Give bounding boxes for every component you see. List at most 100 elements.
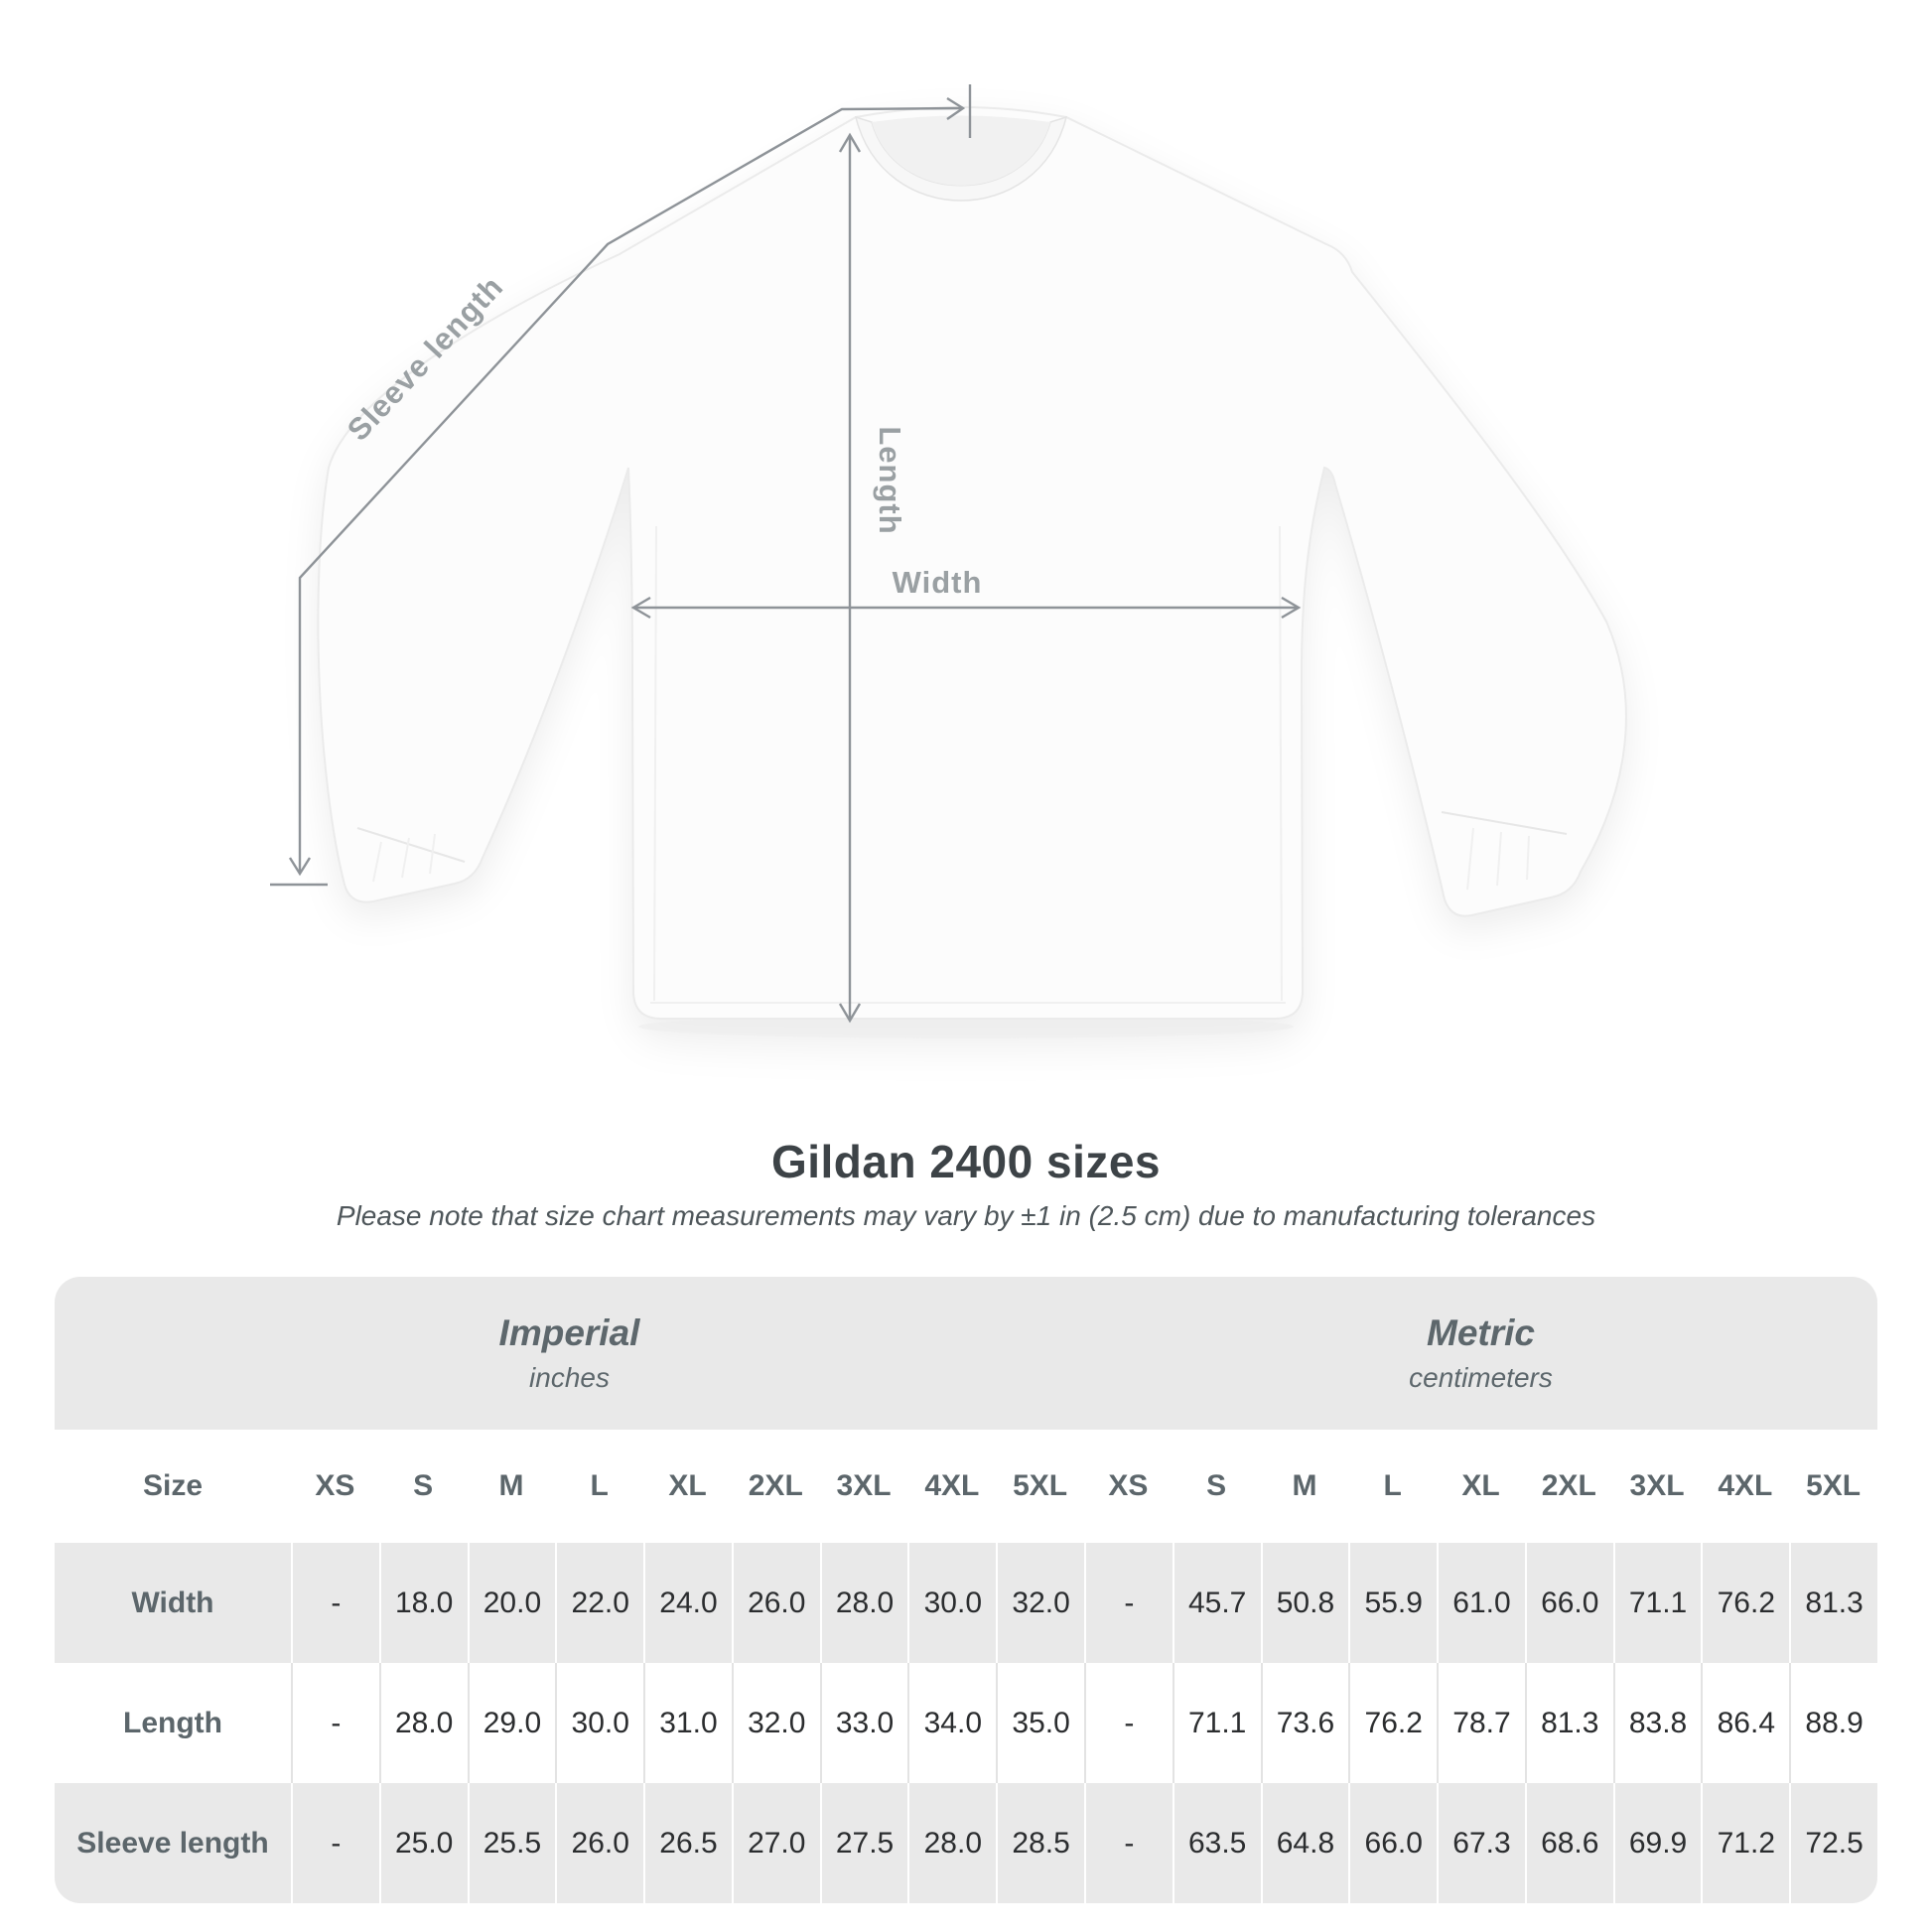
length-imperial-xl: 31.0 (643, 1663, 732, 1783)
width-metric-m: 50.8 (1260, 1543, 1349, 1663)
sleeve-imperial-xs: - (291, 1783, 379, 1903)
sleeve-imperial-4xl: 28.0 (907, 1783, 996, 1903)
length-metric-3xl: 83.8 (1612, 1663, 1702, 1783)
metric-label: Metric (1427, 1312, 1535, 1353)
width-metric-5xl: 81.3 (1789, 1543, 1877, 1663)
side-seam-right (1279, 525, 1283, 1002)
metric-sublabel: centimeters (1409, 1362, 1553, 1393)
shirt-body (317, 106, 1627, 1020)
sleeve-metric-3xl: 69.9 (1612, 1783, 1702, 1903)
cuff-seam-right (1441, 811, 1568, 835)
sleeve-metric-2xl: 68.6 (1524, 1783, 1613, 1903)
size-header-imperial-xl: XL (668, 1469, 707, 1502)
width-metric-l: 55.9 (1348, 1543, 1437, 1663)
length-imperial-l: 30.0 (555, 1663, 643, 1783)
length-metric-xl: 78.7 (1437, 1663, 1525, 1783)
length-imperial-xs: - (291, 1663, 379, 1783)
sleeve-imperial-3xl: 27.5 (819, 1783, 908, 1903)
row-label-sleeve-length: Sleeve length (76, 1826, 269, 1860)
sleeve-metric-m: 64.8 (1260, 1783, 1349, 1903)
unit-header-band: Imperial inches Metric centimeters (55, 1277, 1877, 1430)
unit-group-metric: Metric centimeters (1084, 1277, 1877, 1430)
sleeve-metric-4xl: 71.2 (1701, 1783, 1789, 1903)
width-metric-4xl: 76.2 (1701, 1543, 1789, 1663)
width-imperial-xl: 24.0 (643, 1543, 732, 1663)
length-metric-m: 73.6 (1260, 1663, 1349, 1783)
length-imperial-4xl: 34.0 (907, 1663, 996, 1783)
size-header-imperial-l: L (590, 1469, 609, 1502)
width-metric-xs: - (1084, 1543, 1173, 1663)
table-row-length: Length - 28.0 29.0 30.0 31.0 32.0 33.0 3… (55, 1663, 1877, 1783)
width-imperial-xs: - (291, 1543, 379, 1663)
cuff-gathers-left (372, 833, 436, 883)
size-header-metric-xs: XS (1108, 1469, 1149, 1502)
shirt-shadow (638, 1015, 1294, 1038)
length-imperial-5xl: 35.0 (996, 1663, 1084, 1783)
sleeve-imperial-5xl: 28.5 (996, 1783, 1084, 1903)
length-metric-s: 71.1 (1172, 1663, 1261, 1783)
length-metric-2xl: 81.3 (1524, 1663, 1613, 1783)
length-metric-4xl: 86.4 (1701, 1663, 1789, 1783)
length-imperial-3xl: 33.0 (819, 1663, 908, 1783)
neck-opening (872, 115, 1050, 186)
width-metric-s: 45.7 (1172, 1543, 1261, 1663)
width-imperial-2xl: 26.0 (731, 1543, 820, 1663)
size-header-metric-m: M (1292, 1469, 1317, 1502)
cuff-gathers-right (1466, 827, 1530, 891)
width-arrowhead-right (1281, 596, 1302, 620)
size-header-metric-3xl: 3XL (1629, 1469, 1685, 1502)
sleeve-length-arrowhead-down (288, 857, 312, 877)
size-table: Imperial inches Metric centimeters Size … (55, 1277, 1877, 1903)
width-metric-3xl: 71.1 (1612, 1543, 1702, 1663)
side-seam-left (653, 525, 657, 1002)
sleeve-metric-s: 63.5 (1172, 1783, 1261, 1903)
width-arrowhead-left (630, 596, 651, 620)
sleeve-metric-xl: 67.3 (1437, 1783, 1525, 1903)
imperial-sublabel: inches (529, 1362, 610, 1393)
size-header-imperial-s: S (413, 1469, 434, 1502)
size-column-header: Size (142, 1469, 204, 1502)
size-header-imperial-5xl: 5XL (1013, 1469, 1068, 1502)
sleeve-imperial-2xl: 27.0 (731, 1783, 820, 1903)
width-imperial-5xl: 32.0 (996, 1543, 1084, 1663)
length-arrowhead-down (838, 1003, 862, 1024)
sleeve-imperial-xl: 26.5 (643, 1783, 732, 1903)
cuff-seam-left (356, 827, 466, 863)
length-label: Length (873, 426, 907, 534)
sleeve-metric-xs: - (1084, 1783, 1173, 1903)
sleeve-length-line (298, 106, 964, 874)
size-header-imperial-2xl: 2XL (748, 1469, 803, 1502)
size-header-imperial-m: M (498, 1469, 524, 1502)
unit-group-imperial: Imperial inches (55, 1277, 1084, 1430)
table-row-width: Width - 18.0 20.0 22.0 24.0 26.0 28.0 30… (55, 1543, 1877, 1663)
width-metric-2xl: 66.0 (1524, 1543, 1613, 1663)
width-imperial-m: 20.0 (467, 1543, 556, 1663)
width-annotation: Width (630, 565, 1302, 620)
shirt-illustration (317, 106, 1627, 1038)
size-header-metric-l: L (1383, 1469, 1402, 1502)
size-header-imperial-xs: XS (315, 1469, 355, 1502)
table-row-sleeve-length: Sleeve length - 25.0 25.5 26.0 26.5 27.0… (55, 1783, 1877, 1903)
length-metric-xs: - (1084, 1663, 1173, 1783)
sleeve-metric-l: 66.0 (1348, 1783, 1437, 1903)
sleeve-imperial-m: 25.5 (467, 1783, 556, 1903)
sleeve-metric-5xl: 72.5 (1789, 1783, 1877, 1903)
row-label-length: Length (123, 1706, 222, 1739)
length-imperial-2xl: 32.0 (731, 1663, 820, 1783)
sleeve-imperial-s: 25.0 (378, 1783, 468, 1903)
size-header-row: Size XS S M L XL 2XL 3XL 4XL 5XL XS S M … (55, 1430, 1877, 1543)
sleeve-imperial-l: 26.0 (555, 1783, 643, 1903)
size-header-metric-xl: XL (1461, 1469, 1500, 1502)
width-imperial-l: 22.0 (555, 1543, 643, 1663)
row-label-width: Width (131, 1586, 214, 1619)
width-imperial-4xl: 30.0 (907, 1543, 996, 1663)
sleeve-length-arrowhead-right (946, 96, 966, 120)
width-imperial-s: 18.0 (378, 1543, 468, 1663)
width-imperial-3xl: 28.0 (819, 1543, 908, 1663)
length-metric-5xl: 88.9 (1789, 1663, 1877, 1783)
shirt-measurement-diagram: Sleeve length Length Width (270, 84, 1627, 1038)
length-imperial-s: 28.0 (378, 1663, 468, 1783)
page-subtitle: Please note that size chart measurements… (336, 1200, 1596, 1231)
width-label: Width (893, 565, 983, 600)
size-header-metric-2xl: 2XL (1541, 1469, 1596, 1502)
